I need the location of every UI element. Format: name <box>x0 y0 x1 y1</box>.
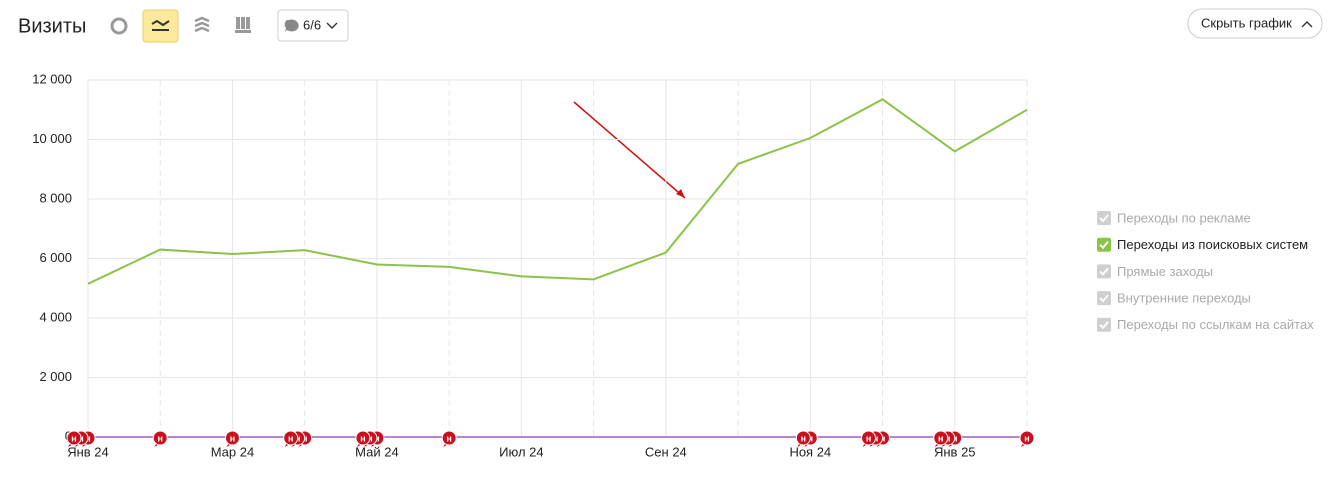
x-tick-label: Май 24 <box>355 444 399 459</box>
note-marker[interactable]: н <box>861 430 877 447</box>
y-tick-label: 10 000 <box>32 131 72 146</box>
legend-checkbox <box>1097 291 1111 306</box>
note-marker[interactable]: н <box>795 430 811 447</box>
note-label: н <box>938 433 943 443</box>
note-circle <box>441 430 457 446</box>
legend-checkbox <box>1097 237 1111 252</box>
note-circle <box>795 430 811 446</box>
annotation-arrow <box>573 101 686 199</box>
annotation-arrow-head <box>676 189 685 198</box>
legend-label: Переходы по рекламе <box>1117 210 1251 225</box>
legend-check <box>1099 294 1109 303</box>
notes-dropdown[interactable]: 6/6 <box>277 9 349 42</box>
x-tick-label: Янв 25 <box>934 444 976 459</box>
chart-type-bars[interactable] <box>235 17 251 33</box>
y-tick-label: 2 000 <box>39 369 72 384</box>
x-tick-label: Янв 24 <box>67 444 109 459</box>
legend-item[interactable]: Прямые заходы <box>1097 264 1213 279</box>
chart-type-pie[interactable] <box>110 17 128 35</box>
note-label: н <box>288 433 293 443</box>
y-tick-label: 4 000 <box>39 309 72 324</box>
chart-type-area[interactable] <box>194 16 210 33</box>
y-tick-label: 6 000 <box>39 250 72 265</box>
note-circle <box>283 430 299 446</box>
legend-item[interactable]: Переходы по ссылкам на сайтах <box>1097 317 1314 332</box>
series-line <box>87 98 1028 285</box>
note-label: н <box>1024 433 1029 443</box>
legend-label: Внутренние переходы <box>1117 291 1251 306</box>
legend-checkbox <box>1097 264 1111 279</box>
x-tick-label: Мар 24 <box>211 444 255 459</box>
note-marker[interactable]: н <box>224 430 240 447</box>
legend-check <box>1099 321 1109 330</box>
note-marker[interactable]: н <box>1019 430 1035 447</box>
page-title: Визиты <box>18 15 86 37</box>
note-circle <box>66 430 82 446</box>
note-marker[interactable]: н <box>355 430 371 447</box>
note-label: н <box>71 433 76 443</box>
legend-check <box>1099 214 1109 223</box>
legend-check <box>1099 267 1109 276</box>
hide-chart-button[interactable]: Скрыть график <box>1187 8 1323 39</box>
note-label: н <box>230 433 235 443</box>
note-marker[interactable]: н <box>152 430 168 447</box>
legend-label: Прямые заходы <box>1117 264 1213 279</box>
legend-checkbox <box>1097 317 1111 332</box>
legend-item[interactable]: Внутренние переходы <box>1097 291 1251 306</box>
note-label: н <box>801 433 806 443</box>
note-circle <box>152 430 168 446</box>
legend-item[interactable]: Переходы по рекламе <box>1097 210 1251 225</box>
x-tick-label: Ноя 24 <box>789 444 831 459</box>
note-marker[interactable]: н <box>441 430 457 447</box>
x-tick-label: Сен 24 <box>645 444 687 459</box>
note-circle <box>355 430 371 446</box>
y-tick-label: 8 000 <box>39 190 72 205</box>
note-marker[interactable]: н <box>933 430 949 447</box>
hide-chart-label: Скрыть график <box>1201 15 1292 30</box>
note-label: н <box>866 433 871 443</box>
note-circle <box>861 430 877 446</box>
chart-type-line[interactable] <box>142 9 179 43</box>
note-label: н <box>360 433 365 443</box>
legend-label: Переходы по ссылкам на сайтах <box>1117 317 1314 332</box>
y-tick-label: 12 000 <box>32 71 72 86</box>
notes-count: 6/6 <box>303 17 321 32</box>
note-circle <box>1019 430 1035 446</box>
legend-check <box>1099 241 1109 250</box>
x-tick-label: Июл 24 <box>499 444 543 459</box>
note-circle <box>224 430 240 446</box>
legend-item[interactable]: Переходы из поисковых систем <box>1097 237 1308 252</box>
note-marker[interactable]: н <box>66 430 82 447</box>
note-label: н <box>446 433 451 443</box>
note-marker[interactable]: н <box>283 430 299 447</box>
legend-label: Переходы из поисковых систем <box>1117 237 1308 252</box>
note-circle <box>933 430 949 446</box>
note-label: н <box>158 433 163 443</box>
legend-checkbox <box>1097 211 1111 225</box>
